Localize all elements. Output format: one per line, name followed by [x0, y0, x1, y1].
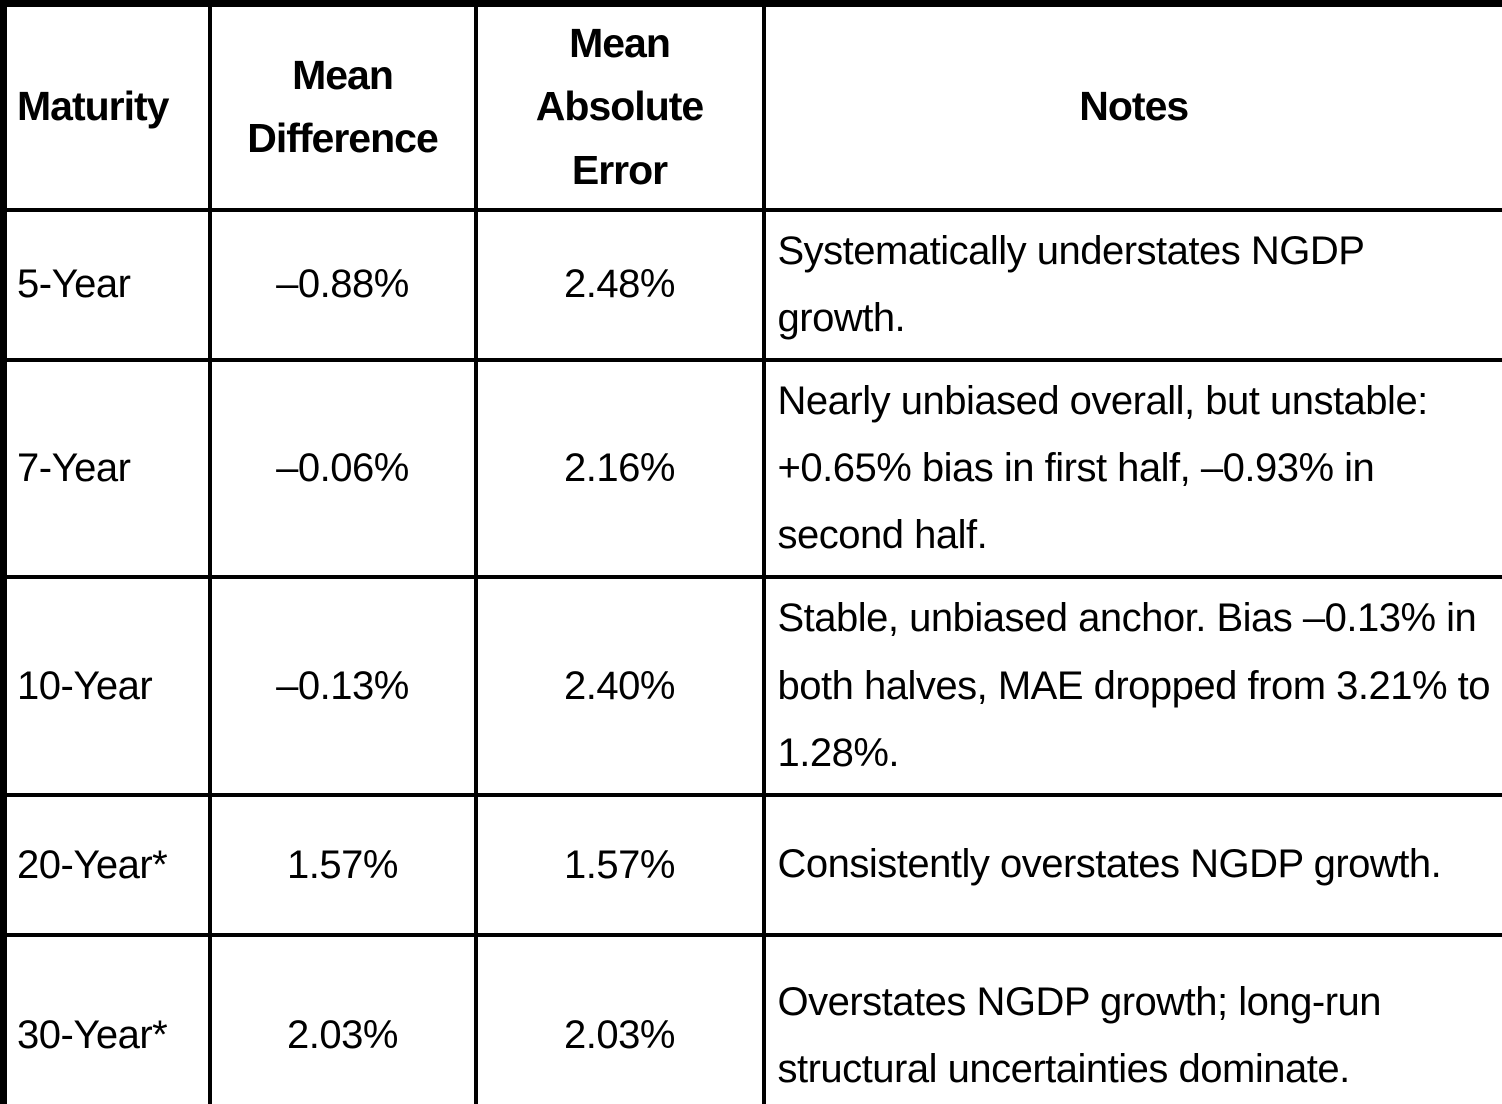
- table-row: 5-Year –0.88% 2.48% Systematically under…: [1, 207, 1502, 362]
- column-header-mean-absolute-error: Mean Absolute Error: [473, 1, 766, 212]
- table-row: 7-Year –0.06% 2.16% Nearly unbiased over…: [1, 357, 1502, 580]
- mean-absolute-error-cell: 1.57%: [473, 793, 766, 937]
- mean-absolute-error-cell: 2.16%: [473, 357, 766, 580]
- table-row: 20-Year* 1.57% 1.57% Consistently overst…: [1, 793, 1502, 937]
- column-header-maturity: Maturity: [1, 1, 212, 212]
- table-row: 10-Year –0.13% 2.40% Stable, unbiased an…: [1, 575, 1502, 797]
- table-row: 30-Year* 2.03% 2.03% Overstates NGDP gro…: [1, 933, 1502, 1104]
- notes-cell: Consistently overstates NGDP growth.: [761, 793, 1502, 937]
- mean-absolute-error-cell: 2.40%: [473, 575, 766, 797]
- mean-absolute-error-cell: 2.03%: [473, 933, 766, 1104]
- maturity-cell: 20-Year*: [1, 793, 212, 937]
- maturity-cell: 30-Year*: [1, 933, 212, 1104]
- maturity-cell: 7-Year: [1, 357, 212, 580]
- column-header-mean-difference: Mean Difference: [207, 1, 478, 212]
- mean-difference-cell: –0.88%: [207, 207, 478, 362]
- mean-difference-cell: –0.13%: [207, 575, 478, 797]
- mean-difference-cell: 2.03%: [207, 933, 478, 1104]
- mean-difference-cell: 1.57%: [207, 793, 478, 937]
- notes-cell: Stable, unbiased anchor. Bias –0.13% in …: [761, 575, 1502, 797]
- notes-cell: Systematically understates NGDP growth.: [761, 207, 1502, 362]
- column-header-notes: Notes: [761, 1, 1502, 212]
- notes-cell: Overstates NGDP growth; long-run structu…: [761, 933, 1502, 1104]
- mean-difference-cell: –0.06%: [207, 357, 478, 580]
- notes-cell: Nearly unbiased overall, but unstable: +…: [761, 357, 1502, 580]
- maturity-cell: 5-Year: [1, 207, 212, 362]
- table-header-row: Maturity Mean Difference Mean Absolute E…: [1, 1, 1502, 212]
- mean-absolute-error-cell: 2.48%: [473, 207, 766, 362]
- maturity-cell: 10-Year: [1, 575, 212, 797]
